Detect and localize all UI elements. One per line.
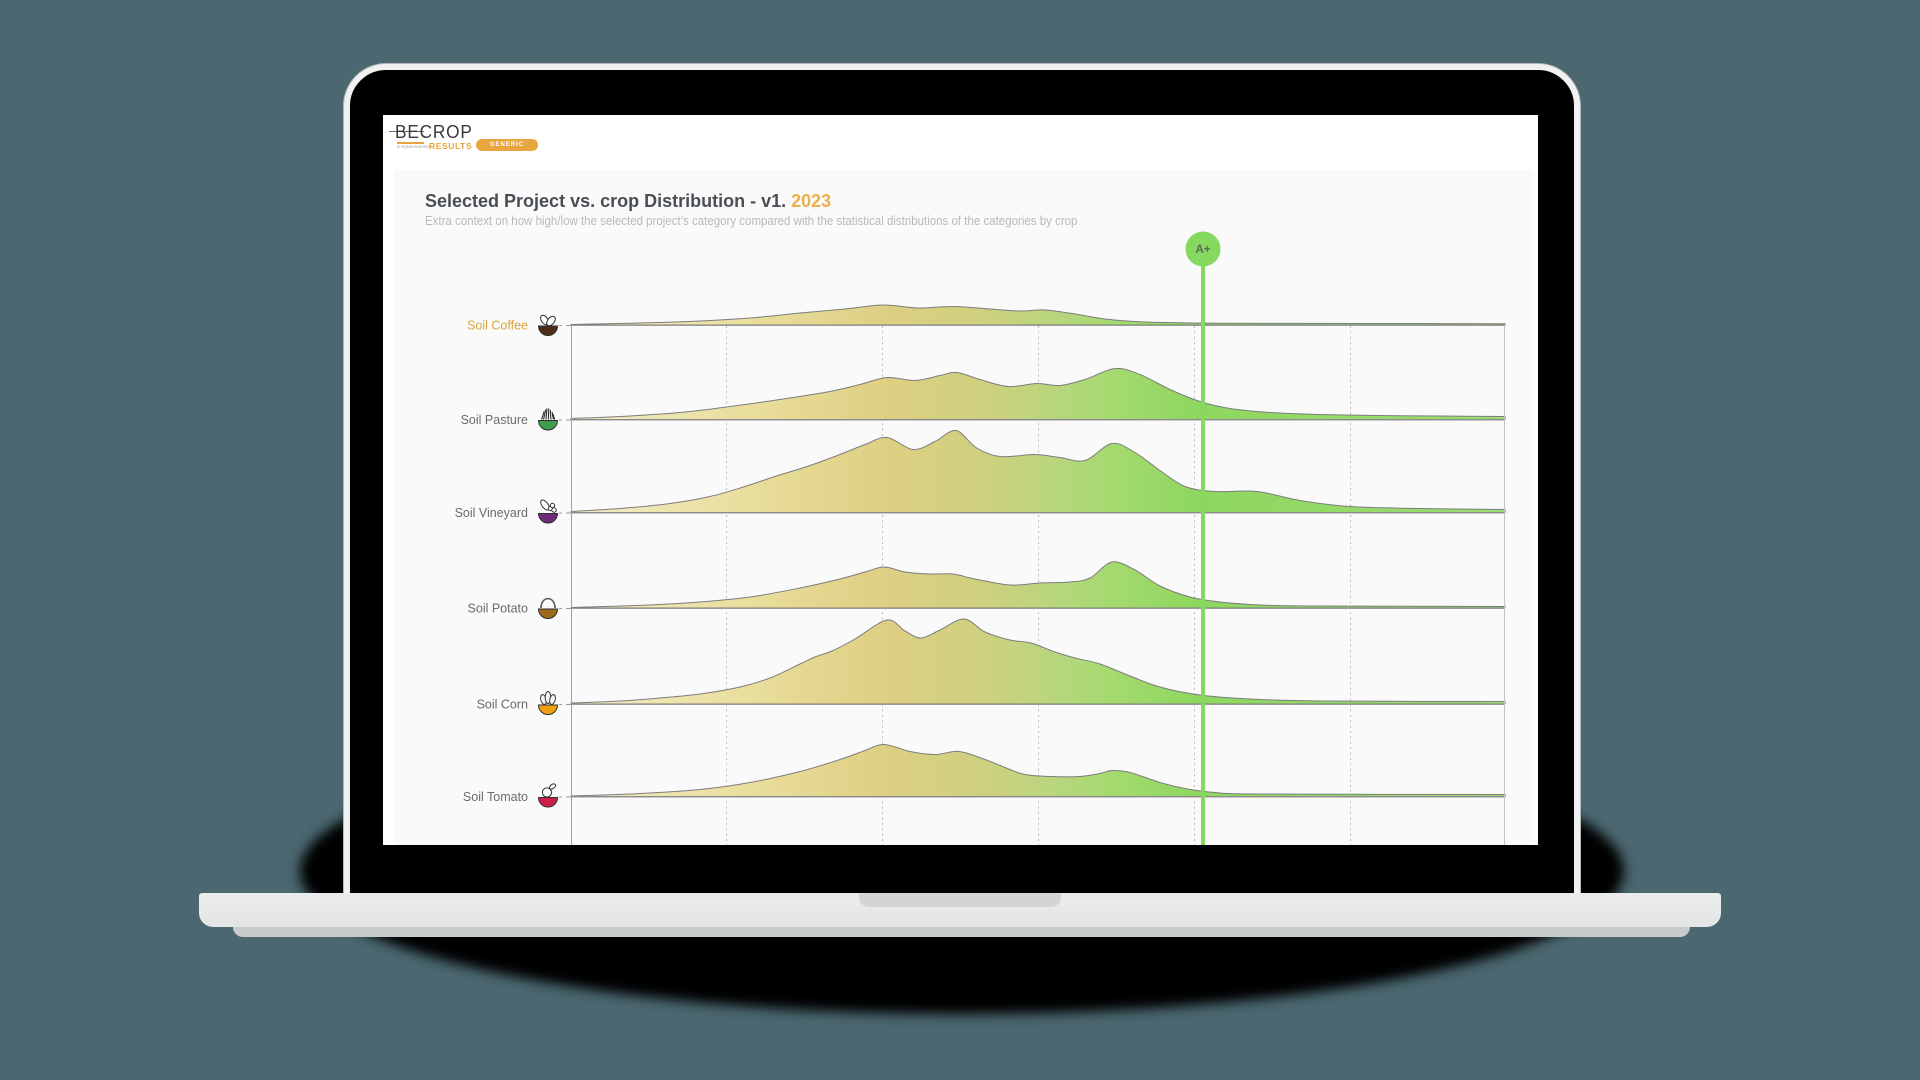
svg-text:Soil Corn: Soil Corn	[477, 698, 528, 712]
svg-text:Soil Tomato: Soil Tomato	[463, 790, 528, 804]
svg-text:Soil Potato: Soil Potato	[468, 602, 529, 616]
svg-text:A+: A+	[1195, 244, 1210, 256]
svg-text:Soil Vineyard: Soil Vineyard	[455, 506, 528, 520]
svg-text:Soil Pasture: Soil Pasture	[461, 413, 528, 427]
svg-text:Soil Coffee: Soil Coffee	[467, 319, 528, 333]
